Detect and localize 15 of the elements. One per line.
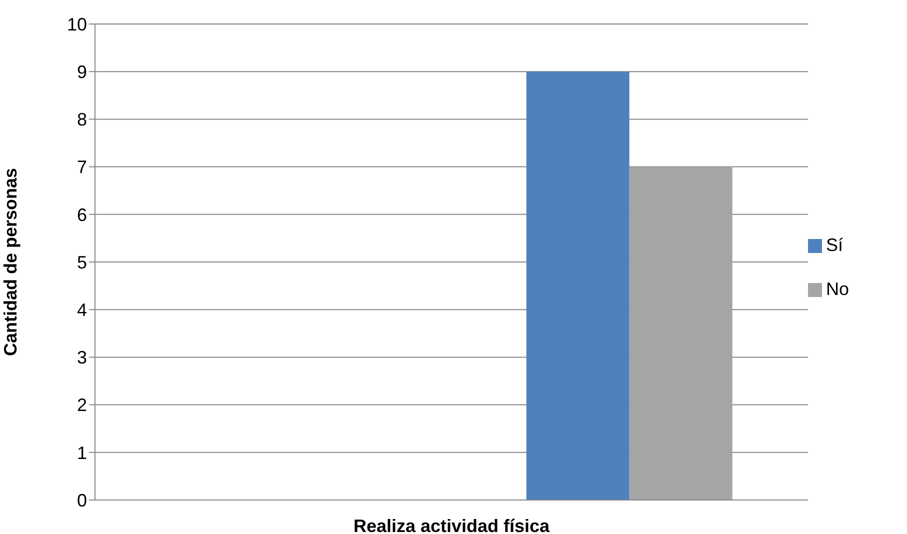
legend-label: No [826,279,850,299]
legend-label: Sí [826,235,844,255]
x-axis-title: Realiza actividad física [353,516,551,534]
y-tick-label: 6 [76,204,87,225]
y-tick-label: 4 [76,300,87,320]
y-tick-label: 8 [76,110,87,130]
y-axis-title: Cantidad de personas [0,168,20,356]
y-tick-label: 9 [76,62,87,82]
y-tick-label: 10 [66,14,87,34]
y-tick-label: 2 [76,395,87,416]
y-tick-label: 7 [76,157,87,178]
y-tick-label: 0 [76,490,87,510]
y-tick-label: 5 [76,252,87,272]
y-tick-label: 3 [76,348,87,368]
y-tick-label: 1 [76,442,87,463]
